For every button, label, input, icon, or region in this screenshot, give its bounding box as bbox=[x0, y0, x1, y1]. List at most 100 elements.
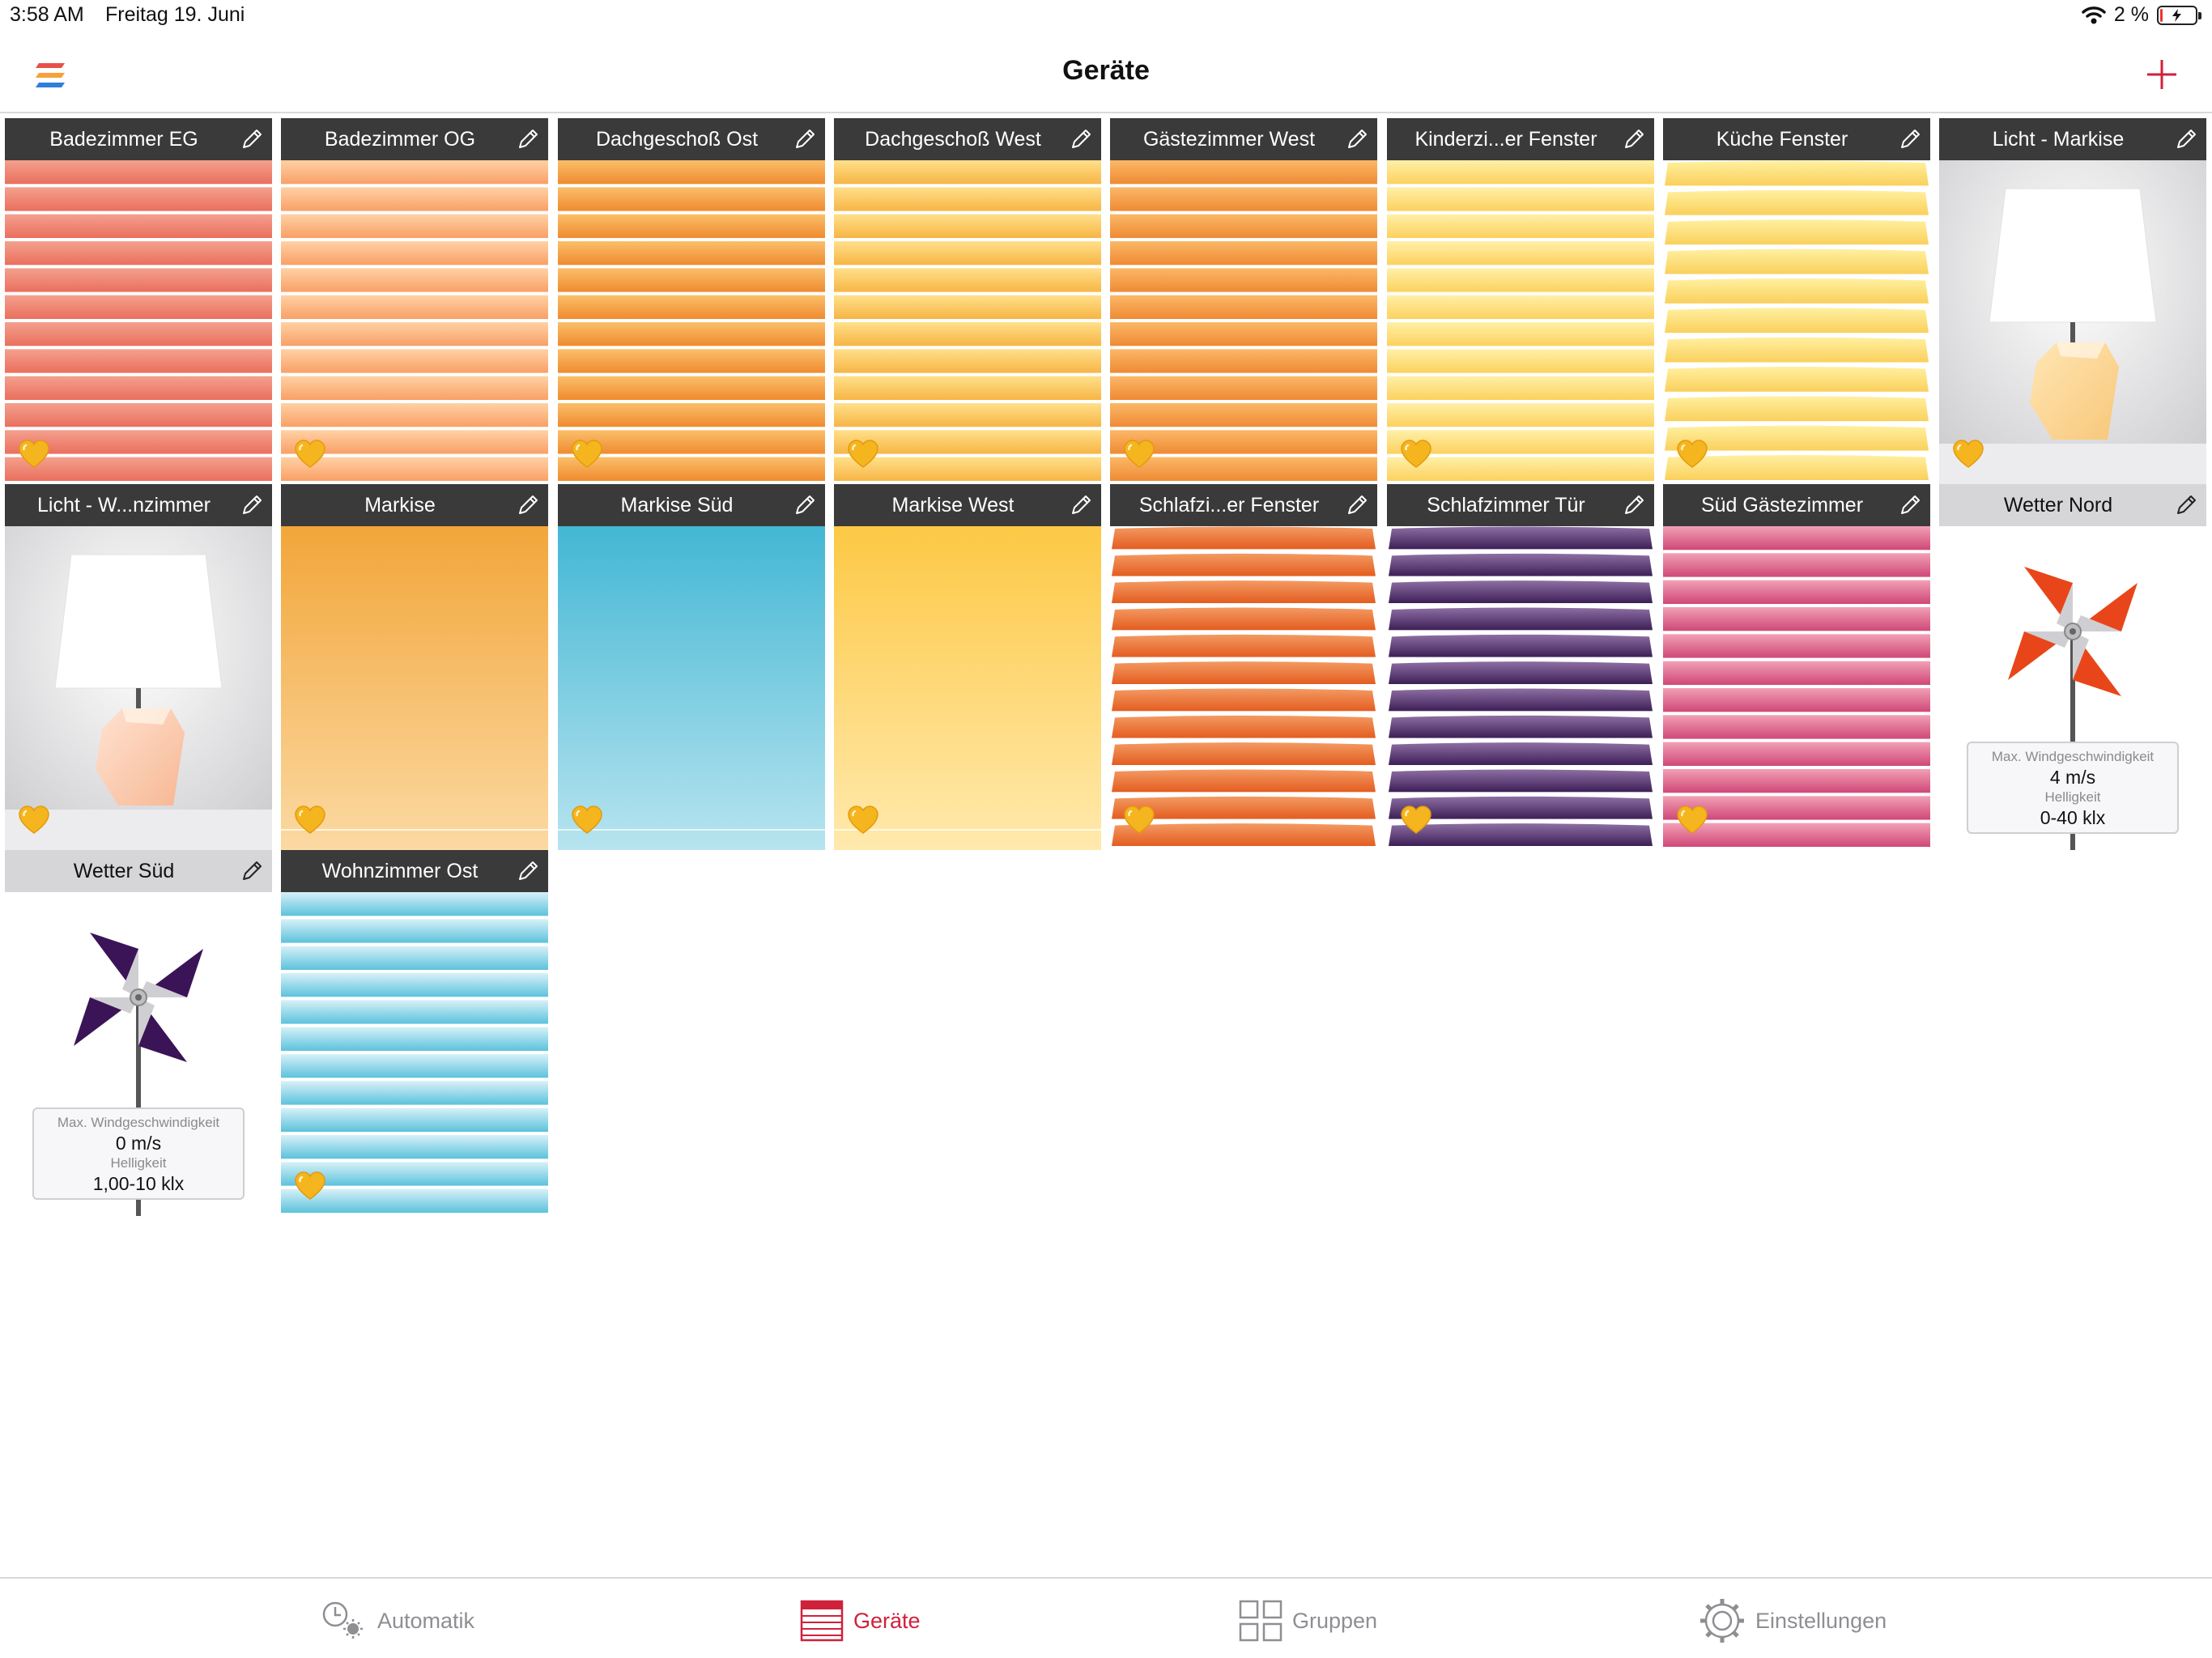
device-tile[interactable]: Dachgeschoß West bbox=[834, 118, 1101, 484]
device-tile-header: Süd Gästezimmer bbox=[1663, 484, 1930, 526]
edit-icon[interactable] bbox=[1898, 493, 1922, 517]
device-tile-body[interactable] bbox=[5, 526, 272, 850]
device-tile-body[interactable] bbox=[558, 160, 825, 484]
edit-icon[interactable] bbox=[1898, 127, 1922, 151]
edit-icon[interactable] bbox=[240, 859, 264, 883]
device-tile[interactable]: Dachgeschoß Ost bbox=[558, 118, 825, 484]
device-tile[interactable]: Schlafzimmer Tür bbox=[1387, 484, 1654, 850]
blind-slats bbox=[281, 160, 548, 484]
blind-slats bbox=[1663, 526, 1930, 850]
awning-edge bbox=[281, 829, 548, 831]
favorite-heart-icon[interactable] bbox=[18, 805, 50, 835]
device-tile-body[interactable] bbox=[281, 526, 548, 850]
tab-geraete[interactable]: Geräte bbox=[800, 1596, 921, 1645]
edit-icon[interactable] bbox=[1069, 127, 1093, 151]
device-tile[interactable]: Badezimmer EG bbox=[5, 118, 272, 484]
device-tile[interactable]: Küche Fenster bbox=[1663, 118, 1930, 484]
device-tile-body[interactable] bbox=[1663, 526, 1930, 850]
device-tile[interactable]: Badezimmer OG bbox=[281, 118, 548, 484]
device-tile-header: Licht - Markise bbox=[1939, 118, 2206, 160]
wind-value: 4 m/s bbox=[2049, 767, 2096, 788]
favorite-heart-icon[interactable] bbox=[1123, 439, 1155, 470]
awning-edge bbox=[558, 829, 825, 831]
blind-slats bbox=[281, 892, 548, 1216]
device-name: Wetter Nord bbox=[2003, 493, 2113, 517]
blind-slats bbox=[834, 160, 1101, 484]
device-tile[interactable]: Süd Gästezimmer bbox=[1663, 484, 1930, 850]
favorite-heart-icon[interactable] bbox=[294, 439, 326, 470]
favorite-heart-icon[interactable] bbox=[571, 805, 603, 835]
device-tile[interactable]: Schlafzi...er Fenster bbox=[1110, 484, 1377, 850]
edit-icon[interactable] bbox=[516, 859, 540, 883]
favorite-heart-icon[interactable] bbox=[18, 439, 50, 470]
favorite-heart-icon[interactable] bbox=[847, 805, 879, 835]
device-tile[interactable]: Gästezimmer West bbox=[1110, 118, 1377, 484]
favorite-heart-icon[interactable] bbox=[1676, 439, 1708, 470]
tab-label: Einstellungen bbox=[1755, 1608, 1887, 1633]
device-name: Schlafzi...er Fenster bbox=[1138, 493, 1320, 517]
favorite-heart-icon[interactable] bbox=[294, 1171, 326, 1201]
device-tile-body[interactable] bbox=[281, 160, 548, 484]
device-tile-body[interactable]: Max. Windgeschwindigkeit 0 m/s Helligkeit 1… bbox=[5, 892, 272, 1216]
edit-icon[interactable] bbox=[240, 127, 264, 151]
tab-automatik[interactable]: Automatik bbox=[321, 1596, 474, 1645]
groups-icon bbox=[1239, 1600, 1283, 1642]
edit-icon[interactable] bbox=[1622, 493, 1646, 517]
device-tile[interactable]: Markise West bbox=[834, 484, 1101, 850]
favorite-heart-icon[interactable] bbox=[1400, 805, 1432, 835]
device-tile-body[interactable] bbox=[1663, 160, 1930, 484]
device-name: Badezimmer OG bbox=[324, 127, 476, 151]
device-tile-body[interactable]: Max. Windgeschwindigkeit 4 m/s Helligkeit 0… bbox=[1939, 526, 2206, 850]
battery-icon bbox=[2157, 5, 2201, 25]
device-tile-body[interactable] bbox=[1387, 526, 1654, 850]
device-tile[interactable]: Kinderzi...er Fenster bbox=[1387, 118, 1654, 484]
favorite-heart-icon[interactable] bbox=[571, 439, 603, 470]
app-logo-icon[interactable] bbox=[32, 57, 68, 92]
device-tile[interactable]: Wohnzimmer Ost bbox=[281, 850, 548, 1216]
edit-icon[interactable] bbox=[1622, 127, 1646, 151]
device-tile-header: Dachgeschoß Ost bbox=[558, 118, 825, 160]
favorite-heart-icon[interactable] bbox=[1952, 439, 1984, 470]
device-tile[interactable]: Licht - W...nzimmer bbox=[5, 484, 272, 850]
edit-icon[interactable] bbox=[2174, 493, 2198, 517]
device-tile[interactable]: Licht - Markise bbox=[1939, 118, 2206, 484]
edit-icon[interactable] bbox=[1345, 493, 1369, 517]
blind-slats bbox=[558, 160, 825, 484]
edit-icon[interactable] bbox=[1345, 127, 1369, 151]
favorite-heart-icon[interactable] bbox=[294, 805, 326, 835]
edit-icon[interactable] bbox=[793, 493, 817, 517]
device-tile-body[interactable] bbox=[1110, 526, 1377, 850]
device-tile-header: Dachgeschoß West bbox=[834, 118, 1101, 160]
device-tile[interactable]: Markise bbox=[281, 484, 548, 850]
edit-icon[interactable] bbox=[240, 493, 264, 517]
favorite-heart-icon[interactable] bbox=[1400, 439, 1432, 470]
device-tile-body[interactable] bbox=[5, 160, 272, 484]
device-tile[interactable]: Wetter Nord Max. Windgeschwindigkeit 4 m/s… bbox=[1939, 484, 2206, 850]
devices-icon bbox=[800, 1600, 844, 1642]
device-tile-body[interactable] bbox=[834, 160, 1101, 484]
favorite-heart-icon[interactable] bbox=[847, 439, 879, 470]
favorite-heart-icon[interactable] bbox=[1676, 805, 1708, 835]
device-tile-body[interactable] bbox=[1387, 160, 1654, 484]
blind-slats bbox=[1112, 526, 1376, 848]
device-tile-header: Licht - W...nzimmer bbox=[5, 484, 272, 526]
tab-einstellungen[interactable]: Einstellungen bbox=[1699, 1596, 1887, 1645]
navigation-bar: Geräte bbox=[0, 34, 2212, 113]
device-tile-body[interactable] bbox=[834, 526, 1101, 850]
device-name: Licht - W...nzimmer bbox=[37, 493, 211, 517]
device-tile-body[interactable] bbox=[558, 526, 825, 850]
device-tile-body[interactable] bbox=[1110, 160, 1377, 484]
edit-icon[interactable] bbox=[516, 493, 540, 517]
favorite-heart-icon[interactable] bbox=[1123, 805, 1155, 835]
tab-gruppen[interactable]: Gruppen bbox=[1239, 1596, 1377, 1645]
device-tile-body[interactable] bbox=[1939, 160, 2206, 484]
edit-icon[interactable] bbox=[516, 127, 540, 151]
device-tile-header: Wetter Nord bbox=[1939, 484, 2206, 526]
edit-icon[interactable] bbox=[793, 127, 817, 151]
device-tile-body[interactable] bbox=[281, 892, 548, 1216]
edit-icon[interactable] bbox=[2174, 127, 2198, 151]
device-tile[interactable]: Markise Süd bbox=[558, 484, 825, 850]
edit-icon[interactable] bbox=[1069, 493, 1093, 517]
device-tile[interactable]: Wetter Süd Max. Windgeschwindigkeit 0 m/s H… bbox=[5, 850, 272, 1216]
plus-icon[interactable] bbox=[2144, 57, 2180, 92]
